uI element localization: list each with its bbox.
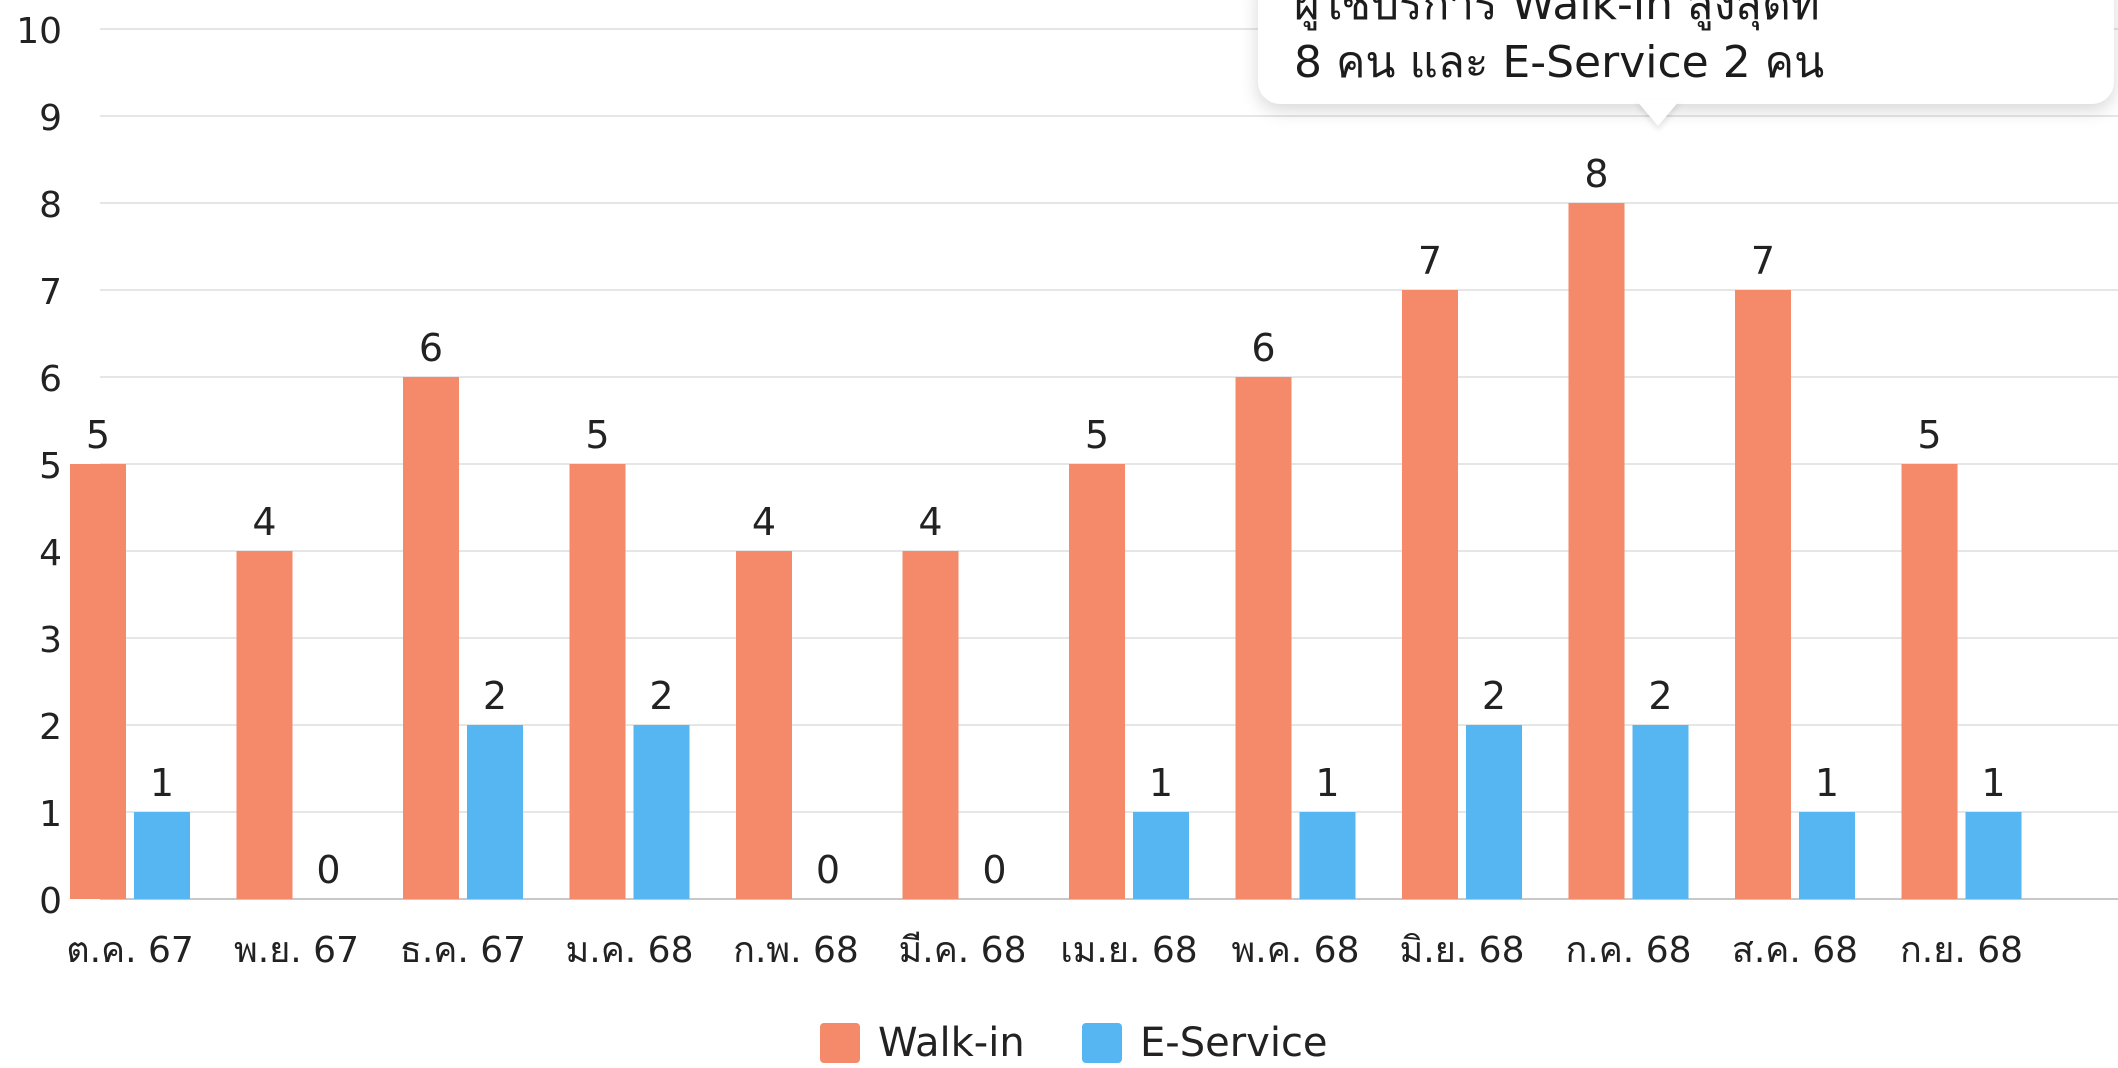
bar-e-service[interactable] <box>633 725 690 899</box>
data-label-walk-in: 5 <box>1917 413 1941 457</box>
legend-label-walk-in: Walk-in <box>878 1020 1025 1066</box>
data-label-walk-in: 7 <box>1418 239 1442 283</box>
data-label-walk-in: 4 <box>252 500 276 544</box>
y-tick-label: 7 <box>39 272 62 313</box>
y-tick-label: 8 <box>39 185 62 226</box>
x-tick-label: ก.ย. 68 <box>1900 930 2023 971</box>
bar-e-service[interactable] <box>1632 725 1689 899</box>
tooltip: ผู้ใช้บริการ Walk-in สูงสุดที่ 8 คน และ … <box>1258 0 2114 104</box>
y-tick-label: 1 <box>39 794 62 835</box>
x-tick-label: ธ.ค. 67 <box>400 930 526 971</box>
y-tick-label: 6 <box>39 359 62 400</box>
tooltip-line-1: ผู้ใช้บริการ Walk-in สูงสุดที่ <box>1294 0 1820 30</box>
data-labels: 5 1 4 0 6 2 5 2 4 0 4 0 5 1 6 1 7 2 8 2 7 1 5 1 <box>86 152 2006 892</box>
data-label-e-service: 1 <box>1981 761 2005 805</box>
bar-walk-in[interactable] <box>1735 290 1791 899</box>
bar-e-service[interactable] <box>134 812 190 899</box>
bar-e-service[interactable] <box>1299 812 1356 899</box>
legend-item-e-service[interactable]: E-Service <box>1082 1020 1328 1066</box>
bar-e-service[interactable] <box>1466 725 1522 899</box>
x-tick-label: พ.ย. 67 <box>234 930 359 971</box>
legend-item-walk-in[interactable]: Walk-in <box>820 1020 1025 1066</box>
y-tick-label: 5 <box>39 446 62 487</box>
bar-walk-in[interactable] <box>236 551 293 899</box>
bar-walk-in[interactable] <box>569 464 626 899</box>
bar-e-service[interactable] <box>1799 812 1855 899</box>
y-tick-label: 9 <box>39 98 62 139</box>
x-tick-label: ม.ค. 68 <box>566 930 694 971</box>
x-tick-label: ต.ค. 67 <box>66 930 194 971</box>
bar-walk-in[interactable] <box>1235 377 1292 899</box>
data-label-walk-in: 7 <box>1751 239 1775 283</box>
bar-walk-in[interactable] <box>736 551 792 899</box>
bar-walk-in[interactable] <box>902 551 959 899</box>
x-tick-label: เม.ย. 68 <box>1060 930 1197 971</box>
legend-label-e-service: E-Service <box>1140 1020 1328 1066</box>
tooltip-line-2: 8 คน และ E-Service 2 คน <box>1294 37 1825 88</box>
bar-e-service[interactable] <box>467 725 523 899</box>
y-tick-label: 2 <box>39 707 62 748</box>
data-label-walk-in: 5 <box>86 413 110 457</box>
data-label-e-service: 1 <box>150 761 174 805</box>
data-label-walk-in: 4 <box>918 500 942 544</box>
x-tick-label: ก.ค. 68 <box>1565 930 1691 971</box>
data-label-e-service: 2 <box>1648 674 1672 718</box>
y-tick-label: 0 <box>39 881 62 922</box>
bars <box>70 203 2022 899</box>
data-label-e-service: 0 <box>982 848 1006 892</box>
x-tick-label: มิ.ย. 68 <box>1400 930 1525 971</box>
data-label-e-service: 1 <box>1149 761 1173 805</box>
bar-walk-in[interactable] <box>1069 464 1125 899</box>
bar-e-service[interactable] <box>1133 812 1189 899</box>
y-tick-label: 3 <box>39 620 62 661</box>
bar-walk-in[interactable] <box>403 377 459 899</box>
data-label-walk-in: 4 <box>752 500 776 544</box>
legend: Walk-in E-Service <box>0 1008 2118 1068</box>
bar-walk-in[interactable] <box>1568 203 1625 899</box>
data-label-walk-in: 6 <box>419 326 443 370</box>
data-label-walk-in: 6 <box>1251 326 1275 370</box>
bar-walk-in[interactable] <box>70 464 126 899</box>
data-label-e-service: 1 <box>1315 761 1339 805</box>
data-label-e-service: 2 <box>1482 674 1506 718</box>
bar-e-service[interactable] <box>1965 812 2022 899</box>
bar-walk-in[interactable] <box>1901 464 1958 899</box>
y-tick-label: 4 <box>39 533 62 574</box>
data-label-walk-in: 8 <box>1584 152 1608 196</box>
x-tick-label: ก.พ. 68 <box>733 930 859 971</box>
x-tick-label: มี.ค. 68 <box>899 930 1027 971</box>
legend-swatch-e-service <box>1082 1023 1122 1063</box>
x-tick-label: พ.ค. 68 <box>1232 930 1360 971</box>
data-label-e-service: 2 <box>649 674 673 718</box>
data-label-e-service: 0 <box>316 848 340 892</box>
data-label-e-service: 2 <box>483 674 507 718</box>
x-axis: ต.ค. 67 พ.ย. 67 ธ.ค. 67 ม.ค. 68 ก.พ. 68 มี.ค.… <box>66 930 2023 971</box>
y-axis: 0 1 2 3 4 5 6 7 8 9 10 <box>16 11 62 922</box>
data-label-e-service: 0 <box>816 848 840 892</box>
data-label-e-service: 1 <box>1815 761 1839 805</box>
data-label-walk-in: 5 <box>585 413 609 457</box>
y-tick-label: 10 <box>16 11 62 52</box>
tooltip-pointer <box>1636 100 1680 126</box>
data-label-walk-in: 5 <box>1085 413 1109 457</box>
x-tick-label: ส.ค. 68 <box>1732 930 1858 971</box>
bar-walk-in[interactable] <box>1402 290 1458 899</box>
legend-swatch-walk-in <box>820 1023 860 1063</box>
